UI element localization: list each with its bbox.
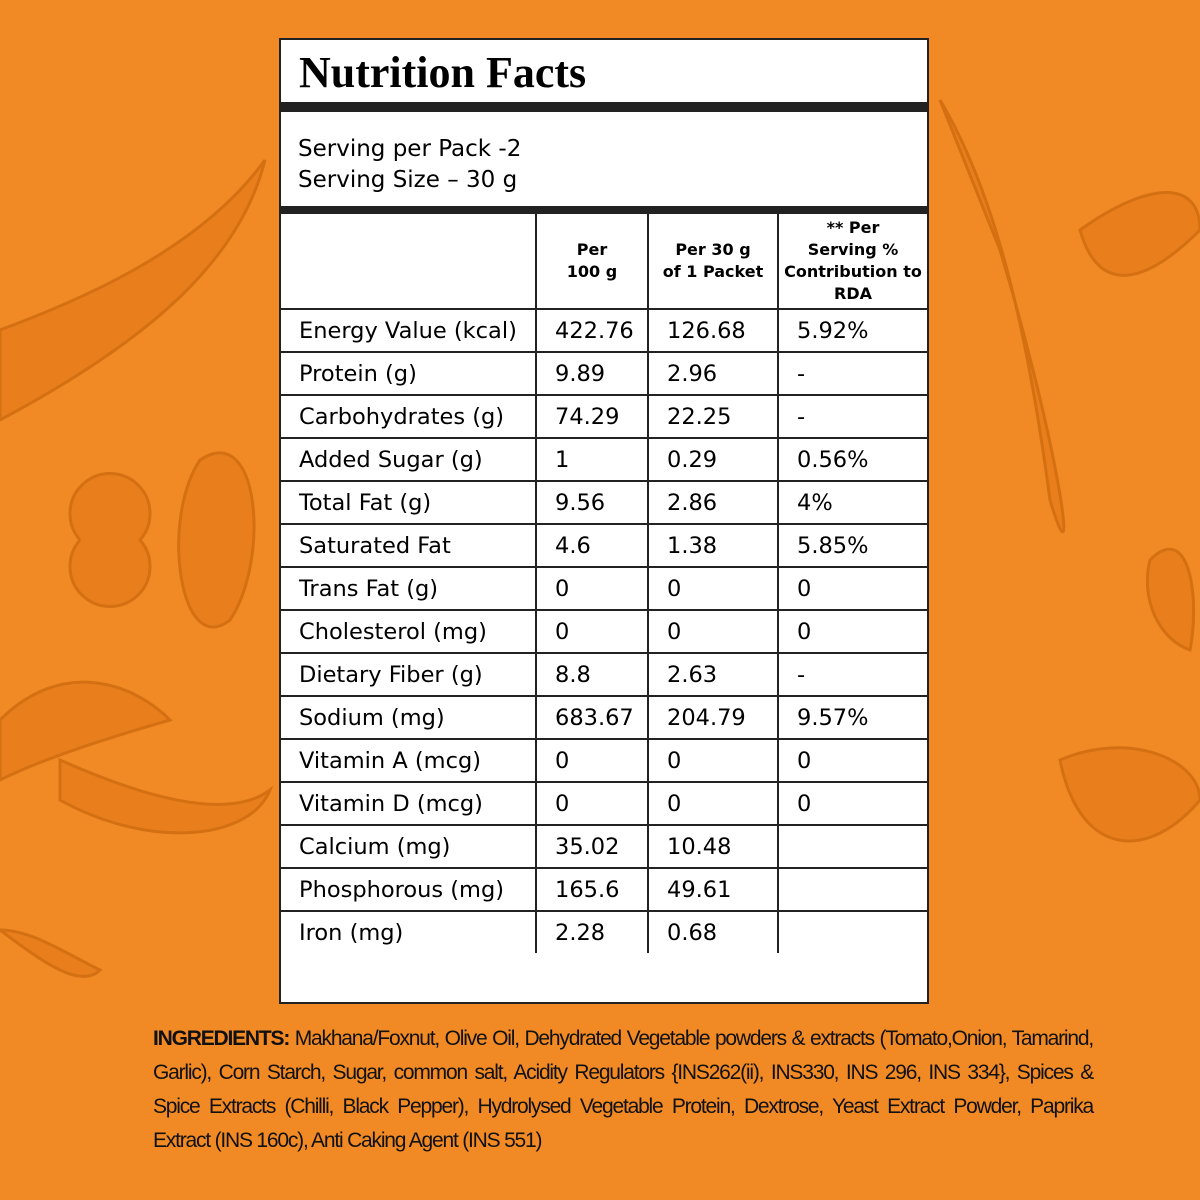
nutrient-name: Protein (g) (281, 351, 537, 396)
table-row: Saturated Fat 4.6 1.38 5.85% (281, 523, 927, 568)
value-cell: 74.29 (535, 394, 649, 439)
nutrient-name: Total Fat (g) (281, 480, 537, 525)
table-row: Total Fat (g) 9.56 2.86 4% (281, 480, 927, 525)
nutrient-name: Energy Value (kcal) (281, 308, 537, 353)
value-cell: 2.86 (647, 480, 779, 525)
header-line: Contribution to (784, 262, 922, 281)
empty-cell (777, 824, 927, 869)
value-cell: 2.28 (535, 910, 649, 953)
value-cell: 8.8 (535, 652, 649, 697)
nutrition-table: Per 100 g Per 30 g of 1 Packet ** Per Serving… (281, 214, 927, 953)
value-cell: 0 (535, 781, 649, 826)
table-row: Dietary Fiber (g) 8.8 2.63- (281, 652, 927, 697)
value-cell: 0 (647, 609, 779, 654)
value-cell: 9.89 (535, 351, 649, 396)
value-cell: 1.38 (647, 523, 779, 568)
value-cell: - (777, 394, 927, 439)
value-cell: 2.96 (647, 351, 779, 396)
value-cell: 10.48 (647, 824, 779, 869)
header-line: RDA (834, 284, 872, 303)
nutrient-name: Trans Fat (g) (281, 566, 537, 611)
value-cell: 165.6 (535, 867, 649, 912)
value-cell: 0.68 (647, 910, 779, 953)
nutrient-name: Cholesterol (mg) (281, 609, 537, 654)
nutrient-name: Sodium (mg) (281, 695, 537, 740)
value-cell: 0 (647, 566, 779, 611)
ingredients-text: Makhana/Foxnut, Olive Oil, Dehydrated Ve… (153, 1027, 1094, 1152)
nutrient-name: Phosphorous (mg) (281, 867, 537, 912)
table-row: Trans Fat (g) 0 0 0 (281, 566, 927, 611)
header-cell (281, 214, 537, 309)
value-cell: 5.92% (777, 308, 927, 353)
value-cell: 0 (777, 738, 927, 783)
nutrient-name: Calcium (mg) (281, 824, 537, 869)
value-cell: 35.02 (535, 824, 649, 869)
value-cell: 0 (777, 781, 927, 826)
value-cell: 422.76 (535, 308, 649, 353)
serving-line: Serving Size – 30 g (298, 167, 518, 193)
value-cell: 49.61 (647, 867, 779, 912)
value-cell: 126.68 (647, 308, 779, 353)
empty-cell (777, 867, 927, 912)
table-row: Protein (g) 9.89 2.96- (281, 351, 927, 396)
ingredients: INGREDIENTS: Makhana/Foxnut, Olive Oil, … (153, 1022, 1094, 1158)
table-row: Iron (mg) 2.28 0.68 (281, 910, 927, 953)
header-line: Serving % (807, 240, 899, 259)
value-cell: 0 (647, 781, 779, 826)
nutrient-name: Added Sugar (g) (281, 437, 537, 482)
value-cell: 0 (777, 566, 927, 611)
value-cell: 4.6 (535, 523, 649, 568)
value-cell: 683.67 (535, 695, 649, 740)
value-cell: 0.56% (777, 437, 927, 482)
value-cell: 0 (647, 738, 779, 783)
table-row: Calcium (mg) 35.02 10.48 (281, 824, 927, 869)
value-cell: 9.57% (777, 695, 927, 740)
value-cell: 0 (535, 609, 649, 654)
table-row: Vitamin D (mcg) 0 0 0 (281, 781, 927, 826)
value-cell: 0 (777, 609, 927, 654)
header-cell: ** Per Serving % Contribution to RDA (777, 214, 927, 309)
table-row: Phosphorous (mg) 165.6 49.61 (281, 867, 927, 912)
value-cell: 0 (535, 566, 649, 611)
nutrient-name: Iron (mg) (281, 910, 537, 953)
value-cell: 0 (535, 738, 649, 783)
serving-line: Serving per Pack -2 (298, 136, 522, 162)
ingredients-label: INGREDIENTS: (153, 1027, 290, 1050)
header-cell: Per 100 g (535, 214, 649, 309)
nutrition-panel: Nutrition Facts Serving per Pack -2 Servi… (279, 38, 929, 1004)
value-cell: 1 (535, 437, 649, 482)
header-line: Per (576, 240, 608, 259)
serving-info: Serving per Pack -2 Serving Size – 30 g (281, 112, 927, 214)
value-cell: 4% (777, 480, 927, 525)
nutrient-name: Dietary Fiber (g) (281, 652, 537, 697)
table-row: Vitamin A (mcg) 0 0 0 (281, 738, 927, 783)
value-cell: 22.25 (647, 394, 779, 439)
table-row: Cholesterol (mg) 0 0 0 (281, 609, 927, 654)
table-row: Sodium (mg) 683.67 204.79 9.57% (281, 695, 927, 740)
value-cell: 2.63 (647, 652, 779, 697)
header-line: Per 30 g (675, 240, 751, 259)
table-row: Carbohydrates (g) 74.29 22.25- (281, 394, 927, 439)
table-row: Added Sugar (g) 1 0.29 0.56% (281, 437, 927, 482)
table-row: Energy Value (kcal) 422.76 126.68 5.92% (281, 308, 927, 353)
value-cell: 9.56 (535, 480, 649, 525)
header-cell: Per 30 g of 1 Packet (647, 214, 779, 309)
title: Nutrition Facts (281, 40, 927, 112)
empty-cell (777, 910, 927, 953)
nutrient-name: Vitamin D (mcg) (281, 781, 537, 826)
nutrient-name: Saturated Fat (281, 523, 537, 568)
value-cell: - (777, 652, 927, 697)
nutrient-name: Carbohydrates (g) (281, 394, 537, 439)
value-cell: - (777, 351, 927, 396)
header-line: ** Per (826, 218, 880, 237)
value-cell: 204.79 (647, 695, 779, 740)
header-line: of 1 Packet (662, 262, 764, 281)
value-cell: 5.85% (777, 523, 927, 568)
header-line: 100 g (566, 262, 618, 281)
value-cell: 0.29 (647, 437, 779, 482)
nutrient-name: Vitamin A (mcg) (281, 738, 537, 783)
